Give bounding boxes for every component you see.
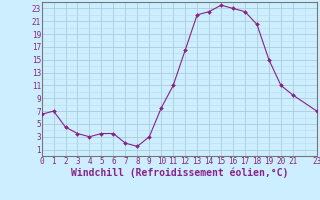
X-axis label: Windchill (Refroidissement éolien,°C): Windchill (Refroidissement éolien,°C) [70, 167, 288, 178]
